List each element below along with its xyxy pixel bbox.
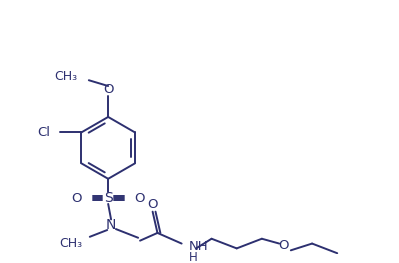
Text: NH: NH (188, 240, 208, 253)
Text: N: N (106, 218, 116, 232)
Text: CH₃: CH₃ (54, 70, 77, 83)
Text: S: S (104, 191, 113, 205)
Text: O: O (71, 192, 82, 205)
Text: Cl: Cl (38, 126, 50, 139)
Text: O: O (147, 198, 158, 211)
Text: O: O (278, 239, 288, 252)
Text: O: O (103, 83, 113, 96)
Text: O: O (134, 192, 145, 205)
Text: CH₃: CH₃ (59, 237, 82, 250)
Text: H: H (188, 251, 197, 263)
